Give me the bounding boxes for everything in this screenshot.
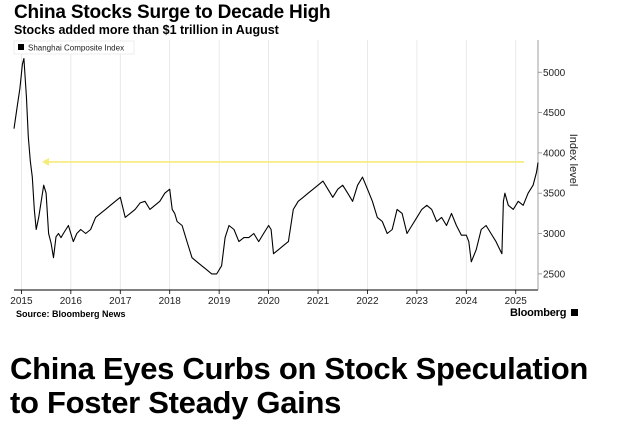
article-headline[interactable]: China Eyes Curbs on Stock Speculation to… bbox=[10, 351, 589, 420]
brand-name: Bloomberg bbox=[510, 307, 567, 319]
x-tick-label: 2021 bbox=[307, 296, 330, 307]
grid-lines bbox=[21, 40, 517, 290]
y-tick-label: 4500 bbox=[543, 108, 566, 119]
legend-label: Shanghai Composite Index bbox=[28, 44, 124, 53]
chart-subtitle: Stocks added more than $1 trillion in Au… bbox=[14, 23, 279, 37]
series-layer bbox=[13, 57, 539, 275]
x-tick-label: 2018 bbox=[159, 296, 182, 307]
legend: Shanghai Composite Index bbox=[13, 40, 135, 55]
legend-swatch bbox=[18, 44, 24, 50]
y-axis-label: Index level bbox=[567, 134, 579, 187]
x-tick-label: 2017 bbox=[109, 296, 132, 307]
source-note: Source: Bloomberg News bbox=[16, 309, 126, 319]
x-tick-label: 2023 bbox=[406, 296, 429, 307]
brand-logo: Bloomberg bbox=[510, 307, 579, 319]
y-tick-label: 3000 bbox=[543, 229, 566, 240]
chart-title: China Stocks Surge to Decade High bbox=[14, 2, 331, 23]
x-tick-label: 2015 bbox=[10, 296, 33, 307]
reference-arrowhead bbox=[42, 157, 49, 166]
x-tick-label: 2024 bbox=[455, 296, 478, 307]
reference-line bbox=[42, 157, 524, 166]
series-line-shanghai-composite bbox=[13, 57, 539, 275]
y-tick-label: 4000 bbox=[543, 148, 566, 159]
line-chart: 2015 2016 2017 2018 2019 2020 2021 2022 2023 2024… bbox=[10, 40, 579, 307]
legend-box bbox=[13, 40, 135, 55]
y-tick-label: 2500 bbox=[543, 269, 566, 280]
y-axis: 2500 3000 3500 4000 4500 5000 bbox=[538, 68, 566, 280]
x-tick-label: 2022 bbox=[356, 296, 379, 307]
y-tick-label: 3500 bbox=[543, 189, 566, 200]
x-axis: 2015 2016 2017 2018 2019 2020 2021 2022 2023 2024… bbox=[10, 290, 527, 307]
x-tick-label: 2019 bbox=[208, 296, 231, 307]
x-tick-label: 2020 bbox=[257, 296, 280, 307]
y-tick-label: 5000 bbox=[543, 68, 566, 79]
brand-icon bbox=[571, 309, 579, 316]
x-tick-label: 2016 bbox=[60, 296, 83, 307]
x-tick-label: 2025 bbox=[505, 296, 528, 307]
